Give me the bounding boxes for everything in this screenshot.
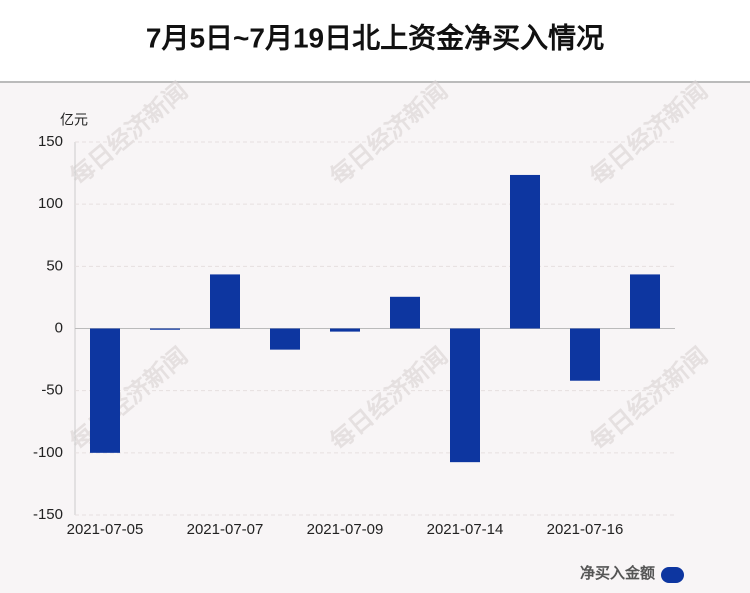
bar [150, 328, 180, 330]
y-tick-label: 0 [55, 319, 63, 336]
title-band [0, 0, 750, 82]
watermark: 每日经济新闻 [65, 342, 193, 456]
bar [270, 328, 300, 350]
watermark: 每日经济新闻 [325, 342, 453, 456]
y-tick-label: -50 [41, 382, 63, 399]
legend-swatch [661, 567, 684, 583]
y-tick-label: 50 [46, 257, 63, 274]
y-tick-label: -100 [33, 444, 63, 461]
x-tick-label: 2021-07-14 [427, 521, 504, 538]
x-tick-label: 2021-07-09 [307, 521, 384, 538]
bar [570, 328, 600, 381]
watermark: 每日经济新闻 [325, 77, 453, 191]
bar [630, 274, 660, 329]
watermark: 每日经济新闻 [585, 77, 713, 191]
bar [450, 328, 480, 463]
bar [510, 174, 540, 329]
watermark: 每日经济新闻 [65, 77, 193, 191]
x-tick-label: 2021-07-07 [187, 521, 264, 538]
bar [330, 328, 360, 332]
y-tick-label: -150 [33, 506, 63, 523]
bar [210, 274, 240, 329]
watermark: 每日经济新闻 [585, 342, 713, 456]
bar [390, 296, 420, 329]
bar [90, 328, 120, 453]
x-tick-label: 2021-07-05 [67, 521, 144, 538]
legend-label: 净买入金额 [580, 564, 655, 582]
y-unit: 亿元 [60, 112, 88, 128]
y-tick-label: 150 [38, 133, 63, 150]
chart-title: 7月5日~7月19日北上资金净买入情况 [146, 21, 604, 53]
y-tick-label: 100 [38, 195, 63, 212]
x-tick-label: 2021-07-16 [547, 521, 624, 538]
